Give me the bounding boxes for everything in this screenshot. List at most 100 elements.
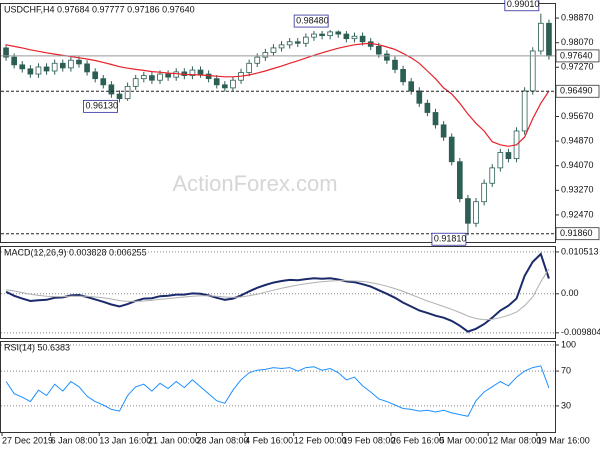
candle-body: [303, 36, 309, 44]
x-tick-label: 28 Jan 08:00: [196, 435, 248, 445]
candle-body: [132, 78, 139, 87]
candle-body: [538, 22, 544, 52]
candle-body: [546, 22, 552, 57]
series-line: [5, 252, 550, 333]
annotation-box: [504, 0, 540, 12]
candle-body: [140, 75, 147, 80]
candle-body: [432, 112, 439, 126]
y-tick-label: 100: [561, 339, 576, 349]
candle-body: [286, 41, 293, 46]
candle-body: [3, 47, 9, 58]
y-tick-label: 0.94070: [561, 160, 594, 170]
candle-body: [319, 33, 325, 37]
candle-body: [416, 90, 423, 104]
candle-body: [43, 66, 50, 72]
x-tick-label: 27 Dec 2019: [2, 435, 53, 445]
candle-body: [335, 31, 342, 35]
series-line: [5, 365, 550, 417]
candle-body: [521, 90, 528, 132]
macd-title: MACD(12,26,9) 0.003828 0.006255: [4, 247, 147, 257]
candle-body: [68, 59, 74, 69]
price-label-box: [555, 227, 600, 241]
candle-body: [424, 102, 431, 113]
x-tick-label: 12 Mar 08:00: [488, 435, 541, 445]
candle-body: [165, 73, 171, 78]
candle-body: [84, 63, 90, 73]
y-tick-label: 70: [561, 365, 571, 375]
candle-body: [529, 50, 536, 92]
price-label: 0.97640: [560, 50, 593, 60]
annotation-label: 0.98480: [296, 15, 329, 25]
candle-body: [505, 152, 512, 160]
candle-body: [343, 33, 350, 40]
candle-body: [124, 85, 131, 100]
candle-body: [92, 71, 99, 80]
x-tick-label: 5 Mar 00:00: [440, 435, 488, 445]
candle-body: [465, 198, 471, 224]
candle-body: [108, 84, 115, 95]
y-tick-label: 30: [561, 400, 571, 410]
candle-body: [254, 56, 261, 64]
x-tick-label: 13 Jan 16:00: [99, 435, 151, 445]
y-tick-label: 0.92470: [561, 209, 594, 219]
candle-body: [375, 45, 382, 55]
candle-body: [11, 56, 17, 66]
rsi-title: RSI(14) 50.6383: [4, 342, 70, 352]
candle-body: [221, 84, 228, 89]
y-tick-label: 0.97270: [561, 62, 594, 72]
annotation-label: 0.99010: [507, 0, 540, 9]
candle-body: [481, 182, 487, 203]
x-tick-label: 26 Feb 16:00: [391, 435, 444, 445]
x-tick-label: 12 Feb 00:00: [294, 435, 347, 445]
candle-body: [51, 62, 58, 72]
candle-body: [489, 167, 496, 184]
candle-body: [270, 47, 277, 53]
candle-body: [246, 62, 252, 73]
price-label: 0.96490: [560, 86, 593, 96]
y-tick-label: 0.010513: [561, 246, 599, 256]
price-label: 0.91860: [560, 228, 593, 238]
candle-body: [100, 78, 107, 86]
candle-body: [497, 152, 504, 169]
x-tick-label: 19 Mar 16:00: [537, 435, 590, 445]
price-label-box: [555, 84, 600, 98]
x-tick-label: 19 Feb 08:00: [342, 435, 395, 445]
annotation-box: [83, 99, 118, 113]
x-tick-label: 21 Jan 00:00: [148, 435, 200, 445]
candle-body: [157, 73, 163, 81]
annotation-box: [431, 232, 467, 246]
candle-body: [278, 44, 285, 49]
candle-body: [351, 35, 358, 40]
y-tick-label: 0.98070: [561, 37, 594, 47]
annotation-box: [293, 14, 329, 28]
candle-body: [456, 161, 463, 200]
candle-body: [76, 59, 82, 65]
y-tick-label: 0.98870: [561, 12, 594, 22]
candle-body: [311, 33, 317, 38]
y-tick-label: 0.00: [561, 288, 579, 298]
candle-body: [19, 64, 26, 70]
candle-body: [149, 75, 155, 81]
series-line: [6, 268, 550, 321]
macd-panel: [0, 246, 556, 339]
x-tick-label: 6 Jan 08:00: [51, 435, 98, 445]
moving-average: [5, 42, 550, 147]
price-title: USDCHF,H4 0.97684 0.97777 0.97186 0.9764…: [4, 4, 195, 14]
candle-body: [408, 81, 415, 92]
candle-body: [359, 35, 366, 43]
annotation-label: 0.91810: [434, 234, 467, 244]
candle-body: [440, 124, 447, 138]
x-tick-label: 4 Feb 16:00: [245, 435, 293, 445]
candle-body: [400, 69, 406, 83]
candle-body: [173, 71, 180, 78]
candle-body: [197, 69, 204, 75]
candle-body: [27, 68, 34, 75]
annotation-label: 0.96130: [85, 101, 118, 111]
candle-body: [189, 69, 196, 76]
y-tick-label: 0.95670: [561, 111, 594, 121]
candle-body: [294, 41, 301, 44]
candle-body: [262, 52, 269, 58]
y-tick-label: -0.009804: [561, 327, 600, 337]
watermark: ActionForex.com: [172, 171, 337, 196]
